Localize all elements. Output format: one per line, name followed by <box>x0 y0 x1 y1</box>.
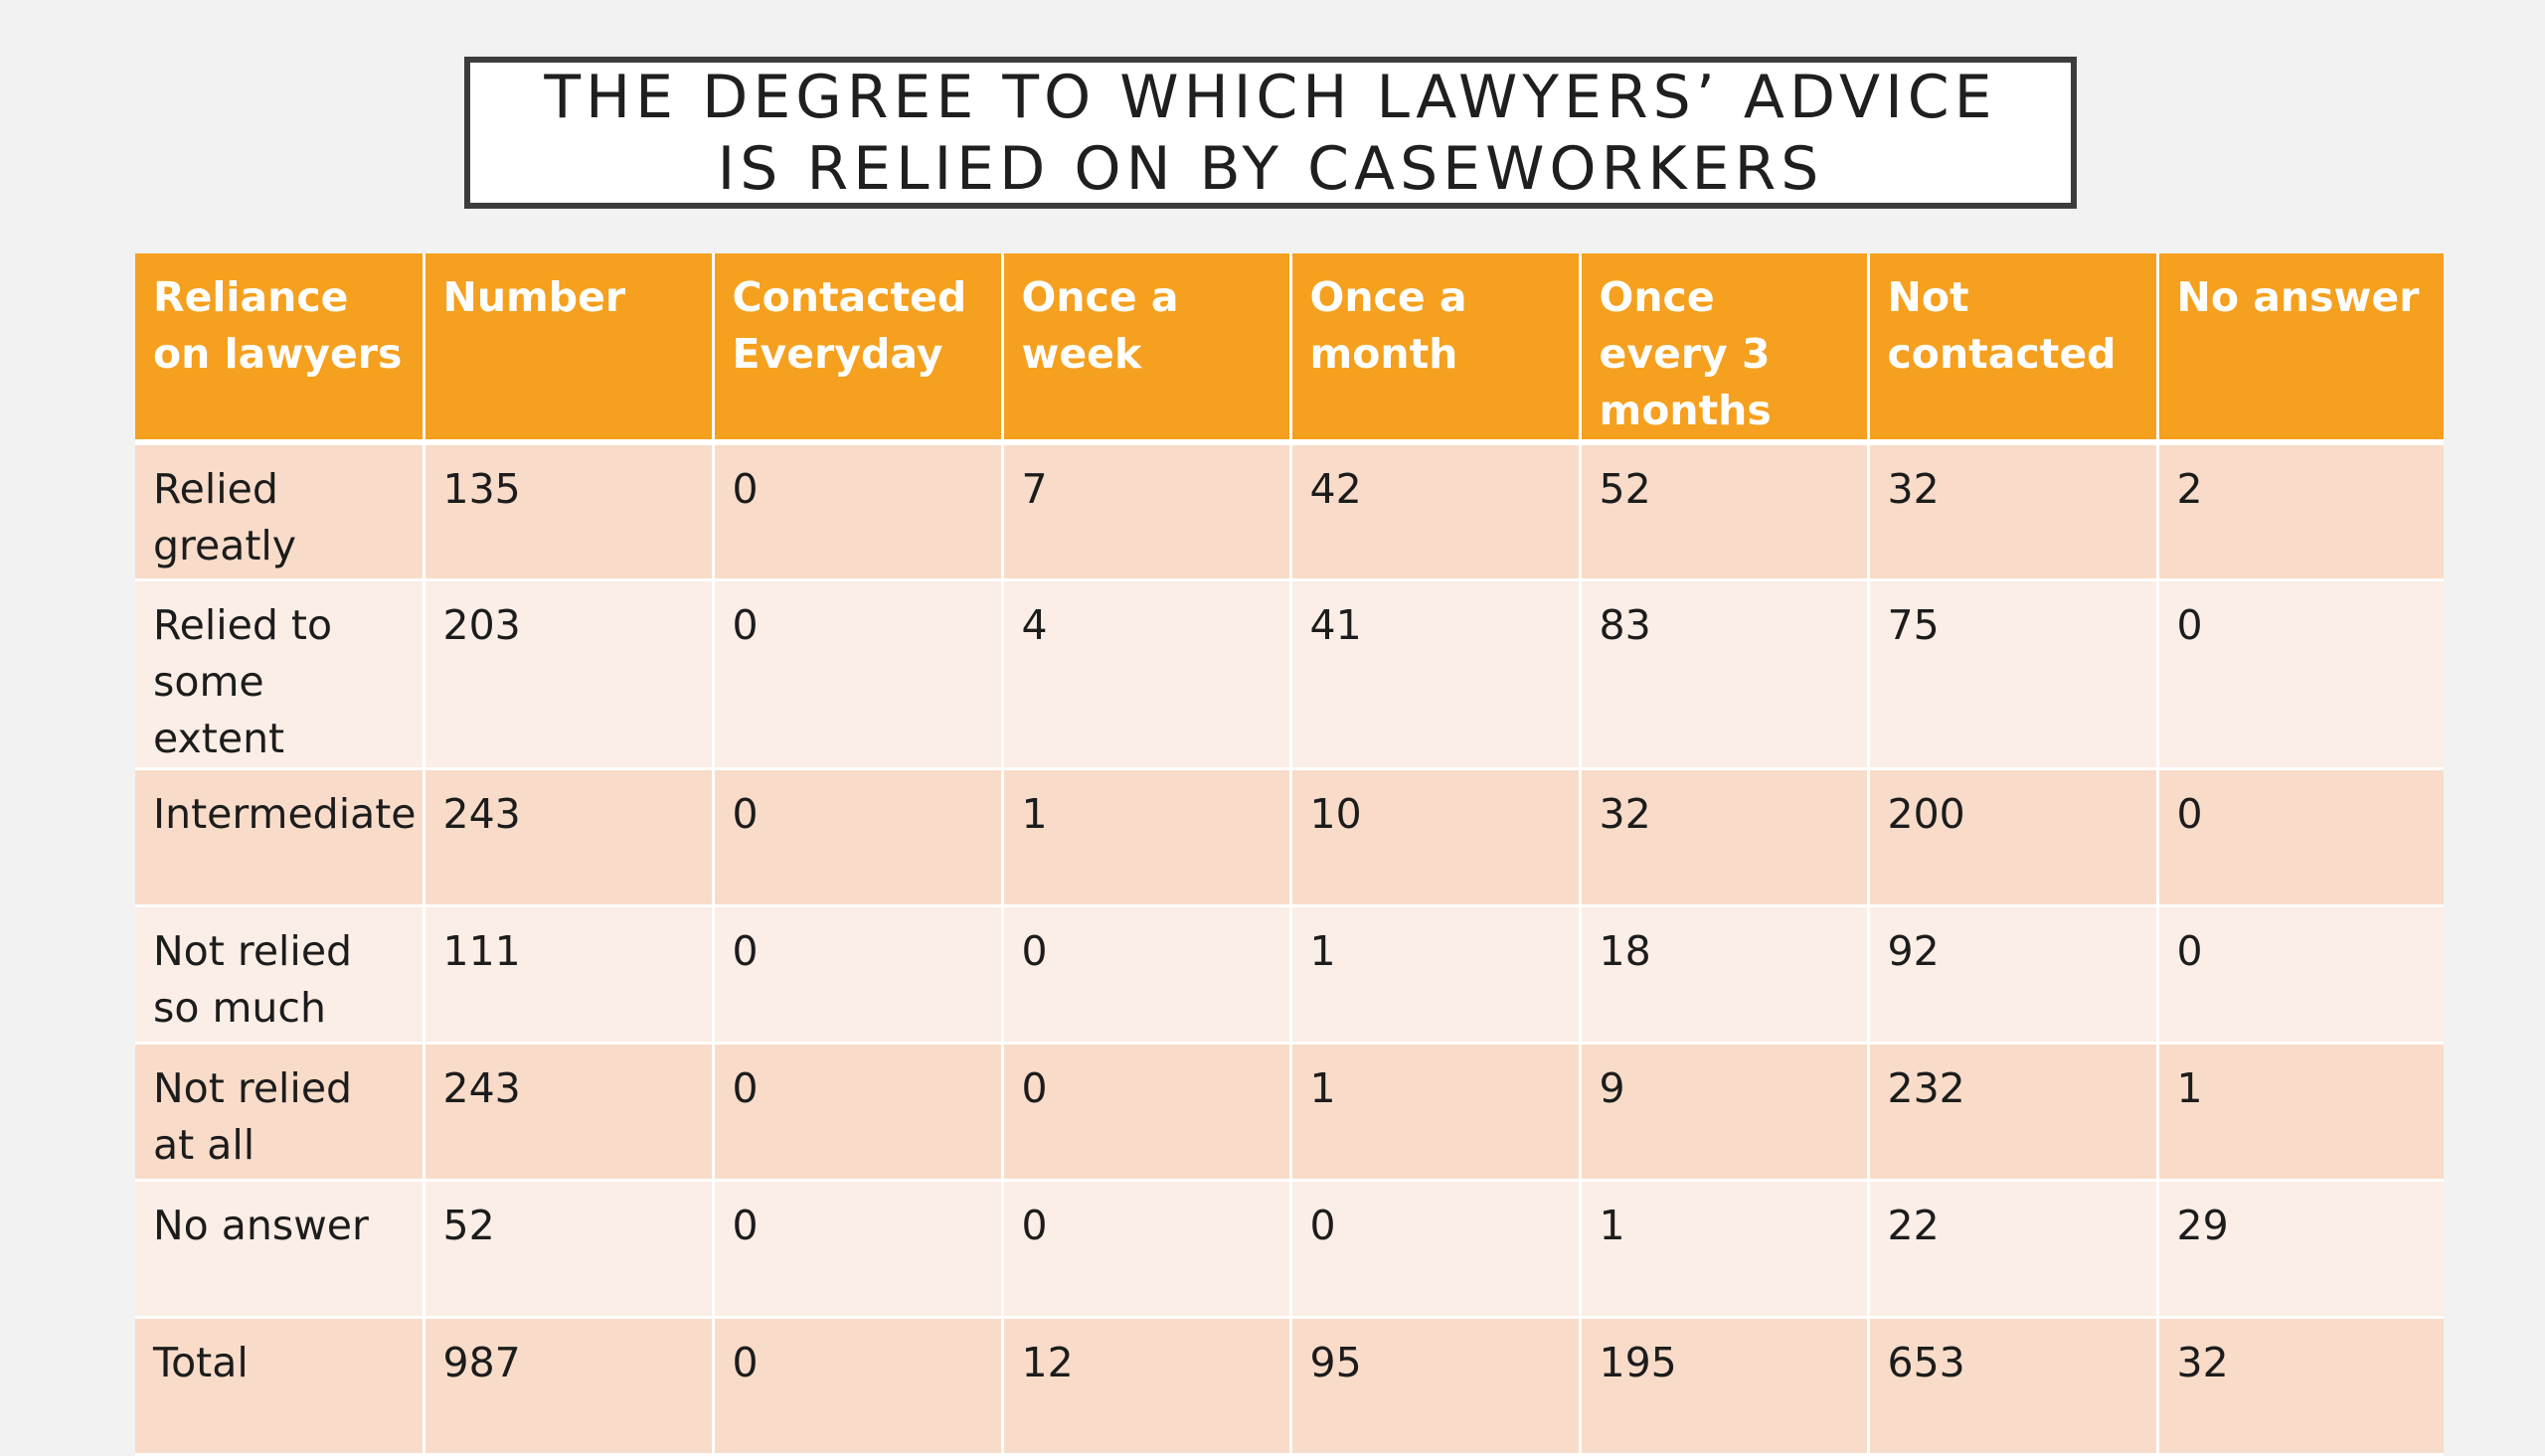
table-row-total: Total 987 0 12 95 195 653 32 <box>135 1317 2444 1456</box>
table-cell: 10 <box>1290 768 1582 907</box>
table-cell: 0 <box>713 579 1004 770</box>
table-cell: 195 <box>1580 1317 1870 1456</box>
table-cell: 203 <box>424 579 715 770</box>
table-cell: 22 <box>1868 1180 2159 1319</box>
table-cell: 4 <box>1002 579 1292 770</box>
table-header-row: Reliance on lawyers Number Contacted Eve… <box>135 253 2444 445</box>
row-label-cell: Intermediate <box>135 768 425 907</box>
table-cell: 1 <box>1290 1043 1582 1182</box>
table-cell: 12 <box>1002 1317 1292 1456</box>
table-cell: 0 <box>2157 905 2444 1045</box>
table-cell: 0 <box>713 905 1004 1045</box>
table-cell: 32 <box>1868 442 2159 581</box>
reliance-table: Reliance on lawyers Number Contacted Eve… <box>135 253 2444 1456</box>
table-cell: 0 <box>1002 1043 1292 1182</box>
table-cell: 0 <box>1002 905 1292 1045</box>
table-row: Not relied at all 243 0 0 1 9 232 1 <box>135 1043 2444 1182</box>
table-cell: 0 <box>1002 1180 1292 1319</box>
table-cell: 32 <box>2157 1317 2444 1456</box>
table-row: Intermediate 243 0 1 10 32 200 0 <box>135 768 2444 907</box>
column-header: Not contacted <box>1868 253 2159 445</box>
table-row: Not relied so much 111 0 0 1 18 92 0 <box>135 905 2444 1045</box>
table-cell: 0 <box>713 768 1004 907</box>
table-cell: 75 <box>1868 579 2159 770</box>
column-header: Once every 3 months <box>1580 253 1870 445</box>
table-cell: 41 <box>1290 579 1582 770</box>
table-cell: 2 <box>2157 442 2444 581</box>
table-cell: 0 <box>713 1180 1004 1319</box>
column-header: Contacted Everyday <box>713 253 1004 445</box>
table-cell: 1 <box>1290 905 1582 1045</box>
table-cell: 135 <box>424 442 715 581</box>
table-row: No answer 52 0 0 0 1 22 29 <box>135 1180 2444 1319</box>
table-cell: 0 <box>713 1043 1004 1182</box>
table-cell: 232 <box>1868 1043 2159 1182</box>
slide-title-line-2: IS RELIED ON BY CASEWORKERS <box>717 133 1824 204</box>
column-header: Once a month <box>1290 253 1582 445</box>
table-cell: 1 <box>2157 1043 2444 1182</box>
table-cell: 9 <box>1580 1043 1870 1182</box>
row-label-cell: Relied greatly <box>135 442 425 581</box>
table-cell: 52 <box>1580 442 1870 581</box>
table-cell: 1 <box>1580 1180 1870 1319</box>
table-cell: 18 <box>1580 905 1870 1045</box>
table-cell: 32 <box>1580 768 1870 907</box>
table-cell: 1 <box>1002 768 1292 907</box>
row-label-cell: No answer <box>135 1180 425 1319</box>
table-cell: 243 <box>424 1043 715 1182</box>
row-label-cell: Relied to some extent <box>135 579 425 770</box>
table-cell: 111 <box>424 905 715 1045</box>
table-cell: 52 <box>424 1180 715 1319</box>
table-cell: 95 <box>1290 1317 1582 1456</box>
table-cell: 42 <box>1290 442 1582 581</box>
table-cell: 987 <box>424 1317 715 1456</box>
column-header: No answer <box>2157 253 2444 445</box>
row-label-cell: Total <box>135 1317 425 1456</box>
column-header: Reliance on lawyers <box>135 253 425 445</box>
table-cell: 29 <box>2157 1180 2444 1319</box>
table-cell: 653 <box>1868 1317 2159 1456</box>
slide-title-box: THE DEGREE TO WHICH LAWYERS’ ADVICE IS R… <box>464 57 2077 209</box>
table-cell: 200 <box>1868 768 2159 907</box>
table-cell: 0 <box>713 442 1004 581</box>
table-cell: 92 <box>1868 905 2159 1045</box>
table-cell: 0 <box>2157 768 2444 907</box>
table-row: Relied to some extent 203 0 4 41 83 75 0 <box>135 579 2444 770</box>
table-cell: 7 <box>1002 442 1292 581</box>
row-label-cell: Not relied at all <box>135 1043 425 1182</box>
table-cell: 243 <box>424 768 715 907</box>
slide-title-line-1: THE DEGREE TO WHICH LAWYERS’ ADVICE <box>544 62 1997 132</box>
column-header: Once a week <box>1002 253 1292 445</box>
table-cell: 0 <box>1290 1180 1582 1319</box>
column-header: Number <box>424 253 715 445</box>
table-row: Relied greatly 135 0 7 42 52 32 2 <box>135 442 2444 581</box>
table-cell: 83 <box>1580 579 1870 770</box>
table-cell: 0 <box>2157 579 2444 770</box>
table-cell: 0 <box>713 1317 1004 1456</box>
row-label-cell: Not relied so much <box>135 905 425 1045</box>
